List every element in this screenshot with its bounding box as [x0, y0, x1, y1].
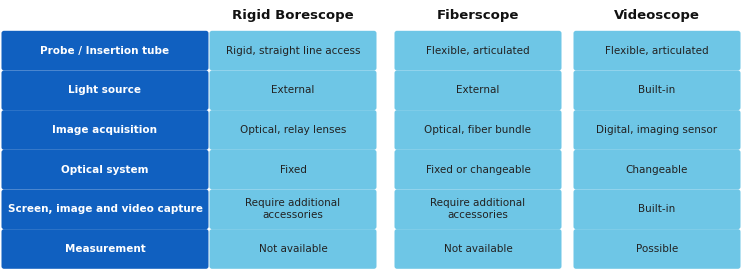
FancyBboxPatch shape — [574, 31, 740, 70]
Text: External: External — [272, 85, 315, 95]
FancyBboxPatch shape — [394, 110, 562, 150]
FancyBboxPatch shape — [209, 31, 376, 70]
Text: Optical system: Optical system — [62, 165, 148, 175]
FancyBboxPatch shape — [209, 70, 376, 110]
Text: Light source: Light source — [68, 85, 142, 95]
FancyBboxPatch shape — [394, 31, 562, 70]
Text: Built-in: Built-in — [638, 204, 676, 214]
FancyBboxPatch shape — [209, 189, 376, 229]
Text: Flexible, articulated: Flexible, articulated — [426, 46, 530, 56]
Text: Measurement: Measurement — [64, 244, 146, 254]
Text: Built-in: Built-in — [638, 85, 676, 95]
FancyBboxPatch shape — [209, 229, 376, 269]
Text: Rigid Borescope: Rigid Borescope — [232, 10, 354, 22]
FancyBboxPatch shape — [574, 189, 740, 229]
Text: Screen, image and video capture: Screen, image and video capture — [8, 204, 202, 214]
FancyBboxPatch shape — [2, 70, 209, 110]
Text: Rigid, straight line access: Rigid, straight line access — [226, 46, 360, 56]
FancyBboxPatch shape — [394, 229, 562, 269]
Text: Changeable: Changeable — [626, 165, 688, 175]
Text: Possible: Possible — [636, 244, 678, 254]
FancyBboxPatch shape — [2, 150, 209, 189]
Text: Image acquisition: Image acquisition — [53, 125, 158, 135]
Text: Require additional
accessories: Require additional accessories — [430, 198, 526, 220]
Text: Require additional
accessories: Require additional accessories — [245, 198, 340, 220]
Text: Fiberscope: Fiberscope — [436, 10, 519, 22]
FancyBboxPatch shape — [394, 70, 562, 110]
FancyBboxPatch shape — [2, 229, 209, 269]
FancyBboxPatch shape — [2, 189, 209, 229]
FancyBboxPatch shape — [2, 31, 209, 70]
FancyBboxPatch shape — [574, 70, 740, 110]
Text: Optical, relay lenses: Optical, relay lenses — [240, 125, 346, 135]
Text: Fixed or changeable: Fixed or changeable — [425, 165, 530, 175]
FancyBboxPatch shape — [574, 229, 740, 269]
FancyBboxPatch shape — [574, 110, 740, 150]
FancyBboxPatch shape — [209, 150, 376, 189]
Text: Flexible, articulated: Flexible, articulated — [605, 46, 709, 56]
FancyBboxPatch shape — [209, 110, 376, 150]
Text: External: External — [456, 85, 500, 95]
FancyBboxPatch shape — [574, 150, 740, 189]
Text: Not available: Not available — [259, 244, 327, 254]
Text: Optical, fiber bundle: Optical, fiber bundle — [424, 125, 532, 135]
FancyBboxPatch shape — [2, 110, 209, 150]
Text: Not available: Not available — [444, 244, 512, 254]
FancyBboxPatch shape — [394, 189, 562, 229]
Text: Fixed: Fixed — [280, 165, 307, 175]
FancyBboxPatch shape — [394, 150, 562, 189]
Text: Probe / Insertion tube: Probe / Insertion tube — [40, 46, 170, 56]
Text: Digital, imaging sensor: Digital, imaging sensor — [596, 125, 718, 135]
Text: Videoscope: Videoscope — [614, 10, 700, 22]
